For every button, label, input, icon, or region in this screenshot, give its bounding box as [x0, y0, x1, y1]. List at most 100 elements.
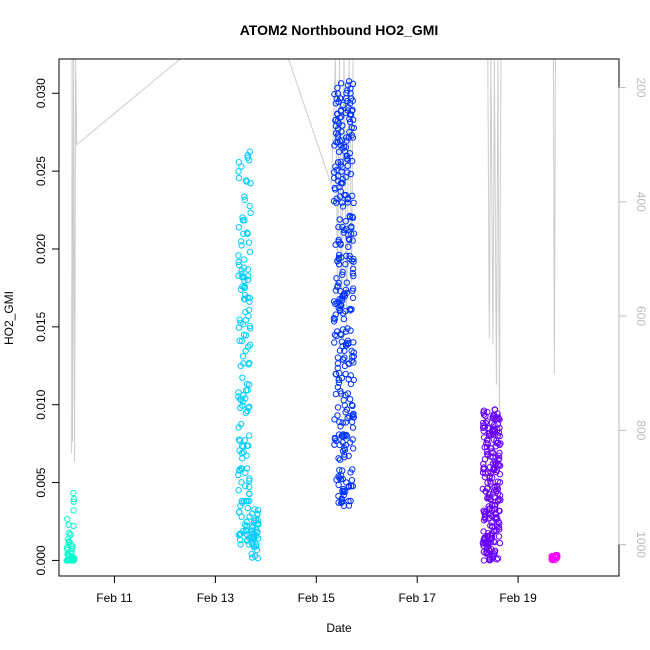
data-point: [495, 524, 503, 531]
data-point: [480, 528, 487, 535]
data-point: [496, 432, 503, 440]
data-point: [237, 421, 245, 428]
data-point: [349, 97, 356, 104]
data-point: [554, 553, 561, 560]
data-point: [237, 502, 244, 509]
data-point: [339, 175, 346, 183]
data-point: [236, 530, 243, 538]
data-point: [339, 268, 346, 276]
data-point: [496, 492, 504, 499]
series-1: [235, 148, 262, 562]
data-point: [340, 143, 348, 150]
data-point: [242, 332, 250, 339]
data-point: [343, 252, 350, 260]
data-point: [482, 412, 489, 420]
data-point: [337, 180, 345, 187]
data-point: [332, 130, 340, 137]
data-point: [334, 360, 342, 367]
data-point: [334, 257, 341, 265]
data-point: [237, 465, 245, 472]
data-point: [489, 474, 496, 481]
data-point: [340, 431, 347, 438]
data-point: [335, 279, 342, 287]
data-point: [331, 90, 338, 98]
data-point: [338, 302, 345, 309]
data-point: [484, 452, 492, 459]
data-point: [248, 550, 255, 558]
data-point: [330, 315, 338, 322]
data-point: [254, 507, 262, 514]
data-point: [486, 463, 494, 471]
data-point: [70, 489, 77, 497]
data-point: [483, 418, 491, 425]
data-point: [488, 427, 496, 435]
x-tick-label: Feb 15: [298, 591, 336, 605]
data-point: [244, 504, 252, 512]
data-point: [254, 517, 262, 524]
data-point: [238, 238, 245, 245]
data-point: [235, 471, 242, 479]
data-point: [244, 266, 252, 273]
data-point: [331, 441, 338, 448]
y2-tick-label: 1000: [634, 531, 648, 558]
data-point: [487, 539, 494, 546]
data-point: [348, 257, 355, 264]
data-point: [235, 258, 242, 266]
data-point: [237, 541, 244, 548]
data-point: [335, 379, 343, 386]
data-point: [252, 552, 259, 560]
data-point: [70, 507, 77, 514]
data-point: [348, 357, 355, 364]
data-point: [343, 279, 350, 286]
data-point: [249, 524, 256, 531]
data-point: [341, 362, 349, 370]
data-point: [345, 497, 352, 505]
data-point: [342, 441, 350, 449]
data-point: [238, 337, 246, 345]
data-points-layer: [63, 78, 561, 564]
data-point: [337, 161, 345, 168]
data-point: [349, 270, 357, 277]
data-point: [485, 546, 493, 553]
data-point: [339, 475, 346, 483]
data-point: [333, 437, 340, 445]
x-tick-label: Feb 19: [499, 591, 537, 605]
data-point: [339, 122, 346, 129]
data-point: [491, 538, 498, 546]
data-point: [348, 107, 356, 115]
data-point: [344, 196, 351, 203]
data-point: [345, 243, 352, 251]
data-point: [337, 80, 345, 87]
data-point: [349, 157, 356, 165]
data-point: [350, 272, 357, 280]
data-point: [333, 195, 340, 202]
data-point: [340, 489, 347, 496]
data-point: [235, 252, 242, 259]
data-point: [331, 339, 338, 346]
data-point: [245, 361, 253, 368]
x-tick-label: Feb 11: [96, 591, 133, 605]
data-point: [348, 230, 355, 238]
y-tick-label: 0.005: [34, 467, 48, 497]
data-point: [246, 157, 253, 164]
data-point: [350, 230, 358, 237]
data-point: [491, 406, 498, 413]
data-point: [336, 456, 344, 463]
data-point: [488, 545, 495, 553]
data-point: [246, 432, 253, 439]
series-3: [479, 406, 504, 564]
data-point: [335, 492, 342, 500]
data-point: [480, 557, 488, 564]
data-point: [491, 458, 498, 465]
data-point: [479, 485, 486, 493]
data-point: [346, 118, 354, 126]
data-point: [339, 310, 347, 317]
data-point: [241, 291, 249, 299]
data-point: [237, 362, 244, 370]
data-point: [496, 441, 503, 449]
data-point: [342, 261, 349, 268]
data-point: [349, 213, 356, 221]
y-axis-right: 200 400 600 800 1000: [618, 78, 648, 558]
data-point: [236, 337, 243, 344]
data-point: [236, 447, 243, 454]
